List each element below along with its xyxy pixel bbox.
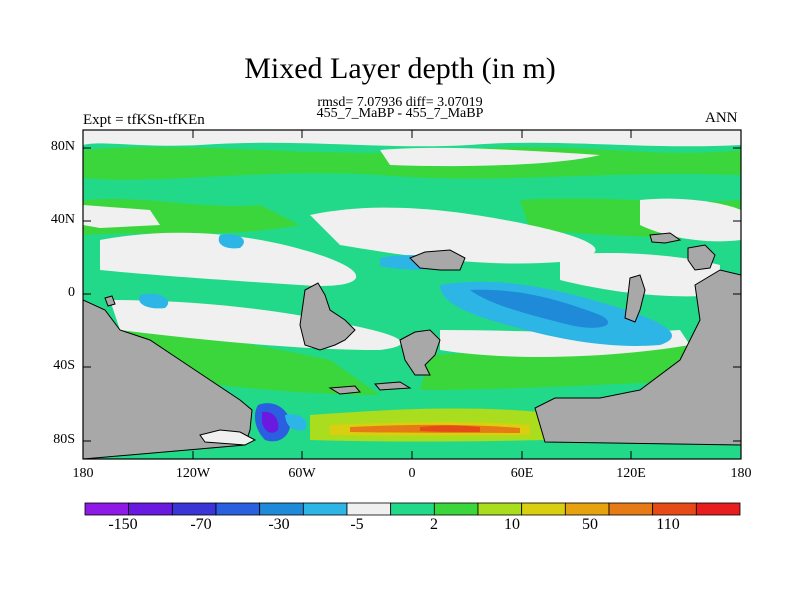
tick-marks (83, 130, 741, 459)
land-south-america (83, 299, 253, 459)
land-continent-5 (687, 244, 716, 271)
colorbar-swatch (84, 502, 130, 516)
colorbar-label: 10 (504, 516, 520, 533)
x-tick-60w: 60W (288, 466, 316, 481)
field-white-west (100, 232, 357, 286)
colorbar-swatch (390, 502, 435, 516)
field-cyan-spot-1 (218, 234, 244, 249)
land-island-3 (373, 381, 412, 391)
y-tick-80n: 80N (50, 139, 75, 154)
x-tick-180w: 180 (72, 466, 94, 481)
plot-subtitle: 455_7_MaBP - 455_7_MaBP (316, 106, 484, 121)
colorbar-label: 2 (430, 516, 438, 533)
field-purple-antarctic (262, 411, 279, 433)
field-white-central (310, 207, 596, 264)
land-continent-4 (624, 274, 646, 323)
colorbar-swatch (346, 502, 392, 516)
season-label: ANN (705, 110, 738, 126)
colorbar-label: -150 (108, 516, 138, 533)
stats-line: rmsd= 7.07936 diff= 3.07019 (317, 95, 483, 110)
colorbar-swatch (652, 502, 697, 516)
x-tick-0: 0 (408, 466, 416, 481)
colorbar-swatch (521, 502, 566, 516)
field-cyan-spot-2 (139, 293, 169, 309)
colorbar-swatch (695, 502, 741, 516)
land-continent-2 (399, 329, 441, 376)
land-island-1 (649, 232, 682, 244)
field-cyan-antarctic (285, 414, 307, 431)
colorbar-label: 50 (582, 516, 598, 533)
colorbar-label: -5 (350, 516, 364, 533)
land-island-2 (328, 385, 361, 395)
land-island-4 (104, 295, 116, 307)
land-antarctica-australia (83, 269, 741, 459)
x-tick-120w: 120W (175, 466, 211, 481)
colorbar-swatch (302, 502, 348, 516)
colorbar-swatch (215, 502, 261, 516)
x-tick-120e: 120E (616, 466, 646, 481)
colorbar-swatch (433, 502, 479, 516)
x-tick-60e: 60E (510, 466, 534, 481)
y-tick-40s: 40S (53, 358, 75, 373)
field-red-southern (420, 425, 480, 432)
experiment-label: Expt = tfKSn-tfKEn (83, 112, 205, 128)
land-continent-3 (409, 249, 466, 271)
y-tick-80s: 80S (53, 432, 75, 447)
colorbar-label: -30 (268, 516, 290, 533)
colorbar-swatch (128, 502, 173, 516)
map-area (83, 130, 741, 459)
field-white-pacific-nw (83, 205, 160, 228)
colorbar-label: 110 (656, 516, 680, 533)
field-white-ne (640, 198, 741, 242)
colorbar (84, 502, 741, 516)
colorbar-swatch (608, 502, 654, 516)
plot-title: Mixed Layer depth (in m) (244, 52, 556, 85)
field-white-arctic (83, 130, 741, 147)
field-blue-equatorial (470, 289, 609, 328)
ice-shelf (199, 429, 257, 446)
colorbar-swatch (477, 502, 523, 516)
colorbar-label: -70 (190, 516, 212, 533)
land-continent-1 (299, 282, 356, 351)
x-tick-180e: 180 (730, 466, 752, 481)
colorbar-swatch (564, 502, 610, 516)
y-tick-0: 0 (68, 285, 75, 300)
colorbar-swatch (171, 502, 217, 516)
colorbar-swatch (259, 502, 304, 516)
y-tick-40n: 40N (50, 212, 75, 227)
field-white-north (380, 147, 600, 167)
